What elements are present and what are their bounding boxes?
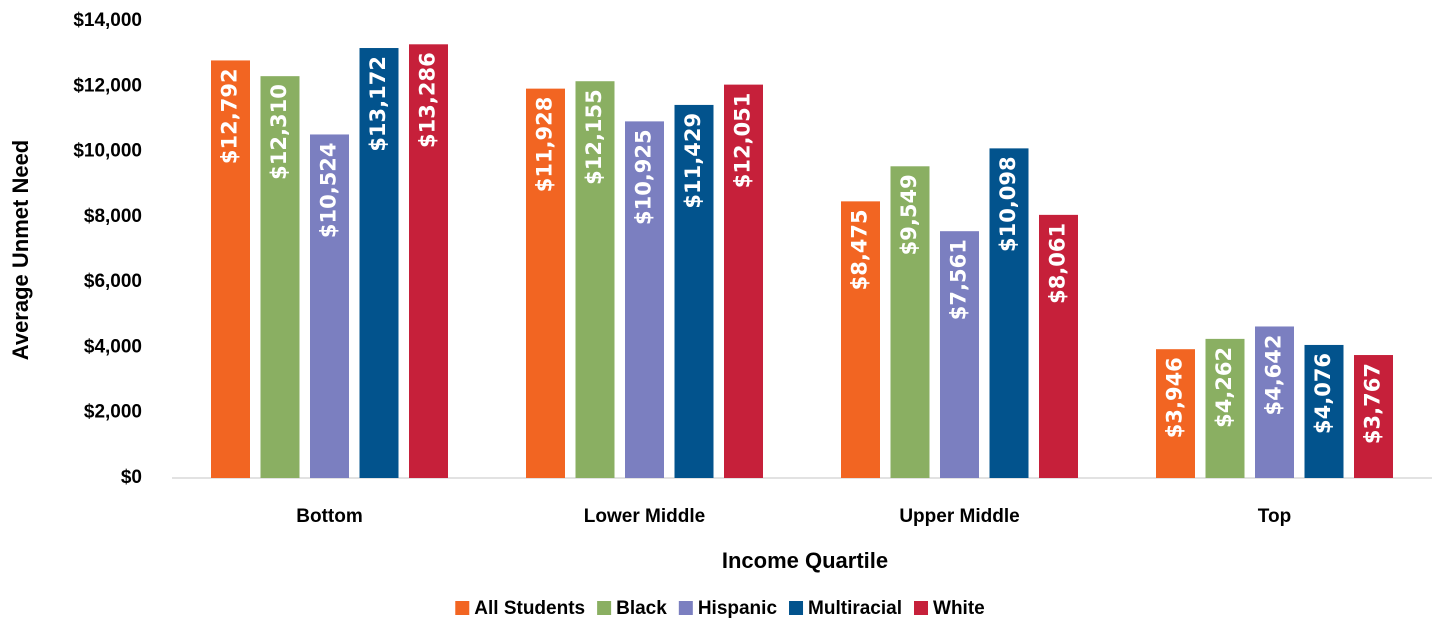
value-label: $10,925 <box>632 129 656 225</box>
bar <box>890 166 930 479</box>
bar <box>1156 349 1195 478</box>
bar <box>260 76 300 478</box>
x-tick-label: Bottom <box>296 506 362 527</box>
bar <box>841 201 880 478</box>
bar <box>575 81 615 478</box>
bar <box>724 84 763 479</box>
bar <box>409 44 448 478</box>
y-tick-label: $12,000 <box>73 75 142 96</box>
value-label: $12,792 <box>218 68 242 164</box>
value-label: $12,051 <box>731 93 755 189</box>
legend-swatch <box>597 601 612 615</box>
bar <box>1354 355 1393 478</box>
value-label: $11,928 <box>533 97 557 193</box>
x-tick-label: Top <box>1258 506 1291 527</box>
legend-label: All Students <box>474 598 585 619</box>
x-axis-label: Income Quartile <box>722 548 888 573</box>
value-label: $8,061 <box>1046 223 1070 304</box>
x-tick-label: Upper Middle <box>899 506 1019 527</box>
value-label: $9,549 <box>897 174 921 255</box>
value-label: $3,946 <box>1163 357 1187 438</box>
legend-swatch <box>789 601 804 615</box>
value-label: $11,429 <box>681 113 705 209</box>
y-tick-label: $2,000 <box>84 402 142 423</box>
value-label: $7,561 <box>947 239 971 320</box>
x-tick-label: Lower Middle <box>584 506 705 527</box>
legend-label: Multiracial <box>808 598 902 619</box>
bar <box>359 48 399 478</box>
value-label: $4,262 <box>1212 347 1236 428</box>
bar <box>625 121 664 479</box>
bar <box>1255 326 1294 478</box>
value-label: $12,310 <box>267 84 291 180</box>
y-tick-label: $10,000 <box>73 141 142 162</box>
value-label: $13,172 <box>366 56 390 152</box>
value-label: $4,642 <box>1262 334 1286 415</box>
value-label: $3,767 <box>1361 363 1385 444</box>
bar <box>1304 344 1344 478</box>
legend-label: White <box>933 598 985 619</box>
legend-swatch <box>914 601 929 615</box>
y-tick-label: $14,000 <box>73 10 142 31</box>
y-tick-label: $8,000 <box>84 206 142 227</box>
bar <box>310 134 349 479</box>
y-axis-label: Average Unmet Need <box>8 140 33 360</box>
legend-swatch <box>455 601 470 615</box>
value-label: $13,286 <box>416 52 440 148</box>
legend-label: Hispanic <box>698 598 778 619</box>
legend-swatch <box>678 601 693 615</box>
bar <box>1205 338 1245 478</box>
bar <box>1039 214 1078 479</box>
y-tick-label: $4,000 <box>84 336 142 357</box>
y-tick-label: $6,000 <box>84 271 142 292</box>
bar <box>526 88 565 479</box>
bar <box>989 148 1029 478</box>
legend: All Students Black Hispanic Multiracial Whit… <box>455 598 985 619</box>
value-label: $12,155 <box>582 89 606 185</box>
bar <box>674 104 714 478</box>
bar <box>940 231 979 478</box>
value-label: $4,076 <box>1311 353 1335 434</box>
value-label: $10,098 <box>996 156 1020 252</box>
value-label: $8,475 <box>848 209 872 290</box>
y-tick-label: $0 <box>121 467 142 488</box>
bar <box>211 60 250 479</box>
value-label: $10,524 <box>317 142 341 238</box>
legend-label: Black <box>616 598 667 619</box>
